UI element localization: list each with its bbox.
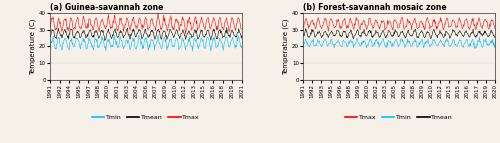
Legend: Tmax, Tmin, Tmean: Tmax, Tmin, Tmean xyxy=(342,112,456,123)
Y-axis label: Temperature (C): Temperature (C) xyxy=(282,18,289,75)
Text: (a) Guinea-savannah zone: (a) Guinea-savannah zone xyxy=(50,3,164,12)
Text: (b) Forest-savannah mosaic zone: (b) Forest-savannah mosaic zone xyxy=(303,3,447,12)
Legend: Tmin, Tmean, Tmax: Tmin, Tmean, Tmax xyxy=(90,112,202,123)
Y-axis label: Temperature (C): Temperature (C) xyxy=(30,18,36,75)
